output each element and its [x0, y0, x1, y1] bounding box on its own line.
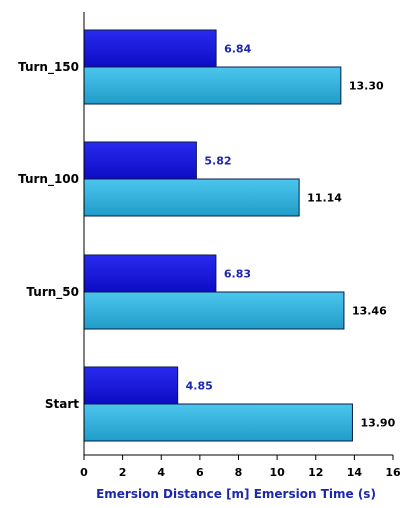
category-label-turn-50: Turn_50: [26, 285, 79, 300]
value-label-start-series-1: 4.85: [186, 380, 213, 393]
bar-turn-150-series-2: [83, 66, 342, 105]
x-tick-label: 6: [196, 466, 204, 479]
category-label-turn-100: Turn_100: [18, 172, 79, 187]
x-tick-label: 0: [80, 466, 88, 479]
category-label-start: Start: [45, 397, 79, 411]
x-ticks: 0 2 4 6 8 10 12 14 16: [80, 455, 401, 479]
bar-turn-50-series-1: [83, 254, 217, 293]
bar-turn-100-series-1: [83, 141, 197, 180]
value-labels: 4.85 13.90 6.83 13.46 5.82 11.14 6.84 13.30: [186, 43, 396, 430]
x-tick-label: 10: [269, 466, 285, 479]
value-label-turn-100-series-2: 11.14: [307, 192, 342, 205]
x-tick-label: 14: [347, 466, 363, 479]
x-axis-title: Emersion Distance [m] Emersion Time (s): [96, 487, 376, 501]
value-label-turn-50-series-2: 13.46: [352, 305, 387, 318]
category-label-turn-150: Turn_150: [18, 60, 79, 75]
value-label-turn-150-series-1: 6.84: [224, 43, 251, 56]
x-tick-label: 4: [157, 466, 165, 479]
value-label-turn-150-series-2: 13.30: [349, 80, 384, 93]
bar-turn-100-series-2: [83, 178, 300, 217]
x-tick-label: 12: [308, 466, 323, 479]
x-tick-label: 16: [385, 466, 401, 479]
bars-group: [83, 29, 353, 442]
value-label-turn-50-series-1: 6.83: [224, 268, 251, 281]
bar-turn-50-series-2: [83, 291, 345, 330]
value-label-turn-100-series-1: 5.82: [204, 155, 231, 168]
category-labels: Start Turn_50 Turn_100 Turn_150: [18, 60, 79, 411]
bar-start-series-2: [83, 403, 353, 442]
x-tick-label: 8: [235, 466, 243, 479]
bar-start-series-1: [83, 366, 179, 405]
value-label-start-series-2: 13.90: [360, 417, 395, 430]
bar-turn-150-series-1: [83, 29, 217, 68]
x-tick-label: 2: [119, 466, 127, 479]
